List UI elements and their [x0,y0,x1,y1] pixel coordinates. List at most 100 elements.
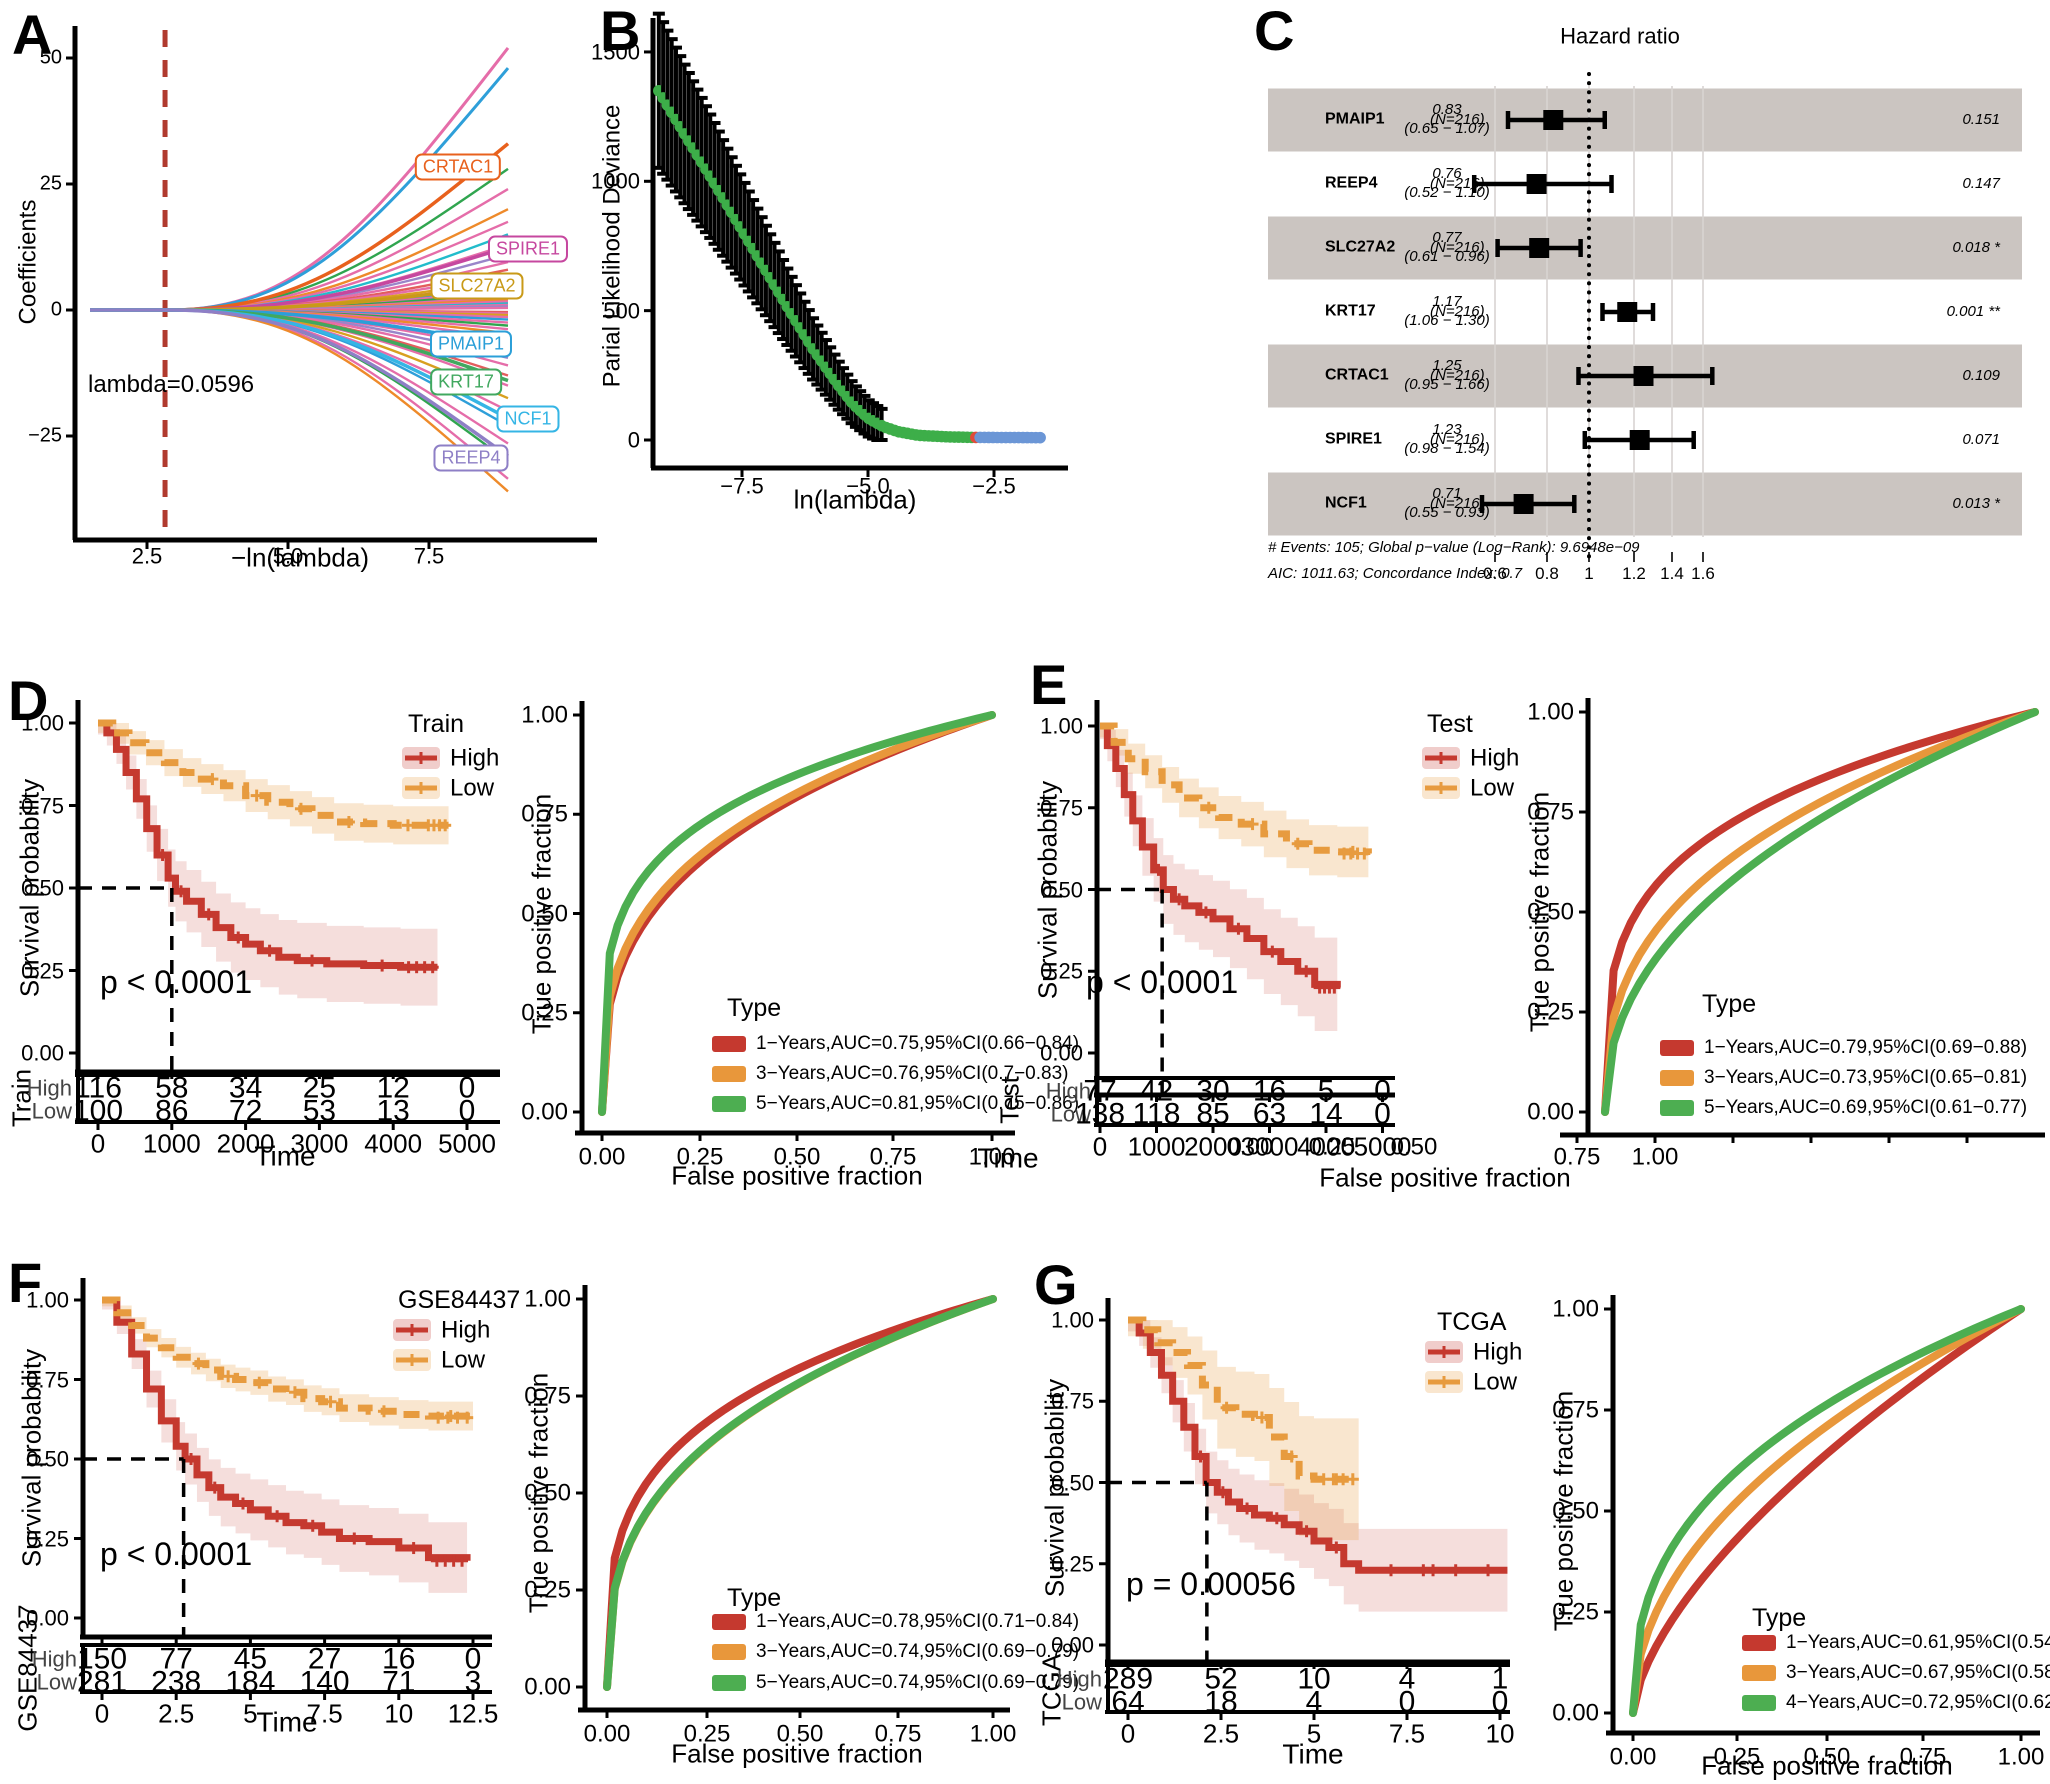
roc-curve [1601,708,2039,1116]
panelD-roc-legend-title: Type [727,993,782,1022]
forest-estimate: 1.25 [1432,357,1462,375]
roc-x-tick-label: 0.00 [578,1143,626,1171]
km-x-tick-label: 7.5 [1388,1718,1426,1749]
forest-ci: (0.95 − 1.66) [1404,376,1490,394]
risk-count: 77 [159,1642,193,1676]
forest-gene-name: CRTAC1 [1325,366,1389,384]
km-y-tick-label: 0.25 [1051,1551,1094,1577]
roc-legend-item-label: 3−Years,AUC=0.67,95%CI(0.58−0.76) [1786,1662,2050,1684]
risk-count: 0 [1491,1685,1509,1719]
roc-y-tick-label: 0.50 [521,899,568,927]
forest-pvalue: 0.013 * [1952,495,2000,513]
panel-letter-b: B [600,0,641,62]
km-x-tick-label: 0 [1092,1131,1108,1162]
roc-y-tick-label: 0.00 [521,1098,568,1126]
km-x-tick-label: 4000 [1297,1131,1355,1162]
panelB-y-axis-label: Parial Likelihood Deviance [598,104,626,388]
risk-count: 0 [458,1071,476,1105]
roc-x-tick-label: 0.75 [869,1143,917,1171]
gene-label-spire1: SPIRE1 [487,235,569,263]
forest-pvalue: 0.001 ** [1946,303,2000,321]
km-x-tick-label: 1000 [142,1128,201,1159]
km-y-tick-label: 0.25 [1040,958,1083,984]
km-y-tick-label: 0.50 [26,1446,69,1472]
risk-row-label: Low [31,1098,72,1124]
roc-legend-item-label: 5−Years,AUC=0.69,95%CI(0.61−0.77) [1704,1097,2028,1119]
panel-f-roc-plot [576,1285,1010,1718]
legend-swatch [712,1096,746,1112]
risk-count: 71 [382,1665,416,1699]
roc-y-tick-label: 1.00 [1552,1295,1599,1323]
km-legend-item-label: High [450,744,500,772]
risk-count: 77 [1083,1074,1117,1108]
forest-ci: (0.52 − 1.10) [1404,184,1490,202]
km-confidence-band [1128,1320,1359,1541]
roc-x-tick-label: 0.25 [683,1720,731,1748]
forest-n: (N=216) [1430,431,1485,449]
km-confidence-band [1128,1320,1508,1612]
roc-x-tick-label: 1.00 [969,1720,1017,1748]
roc-x-tick-label-offset: 0.25 [1308,1133,1356,1161]
forest-ci: (1.06 − 1.30) [1404,312,1490,330]
roc-curve [1629,1305,2025,1717]
risk-count: 3 [464,1665,482,1699]
legend-swatch [712,1036,746,1052]
risk-count: 30 [1196,1074,1230,1108]
km-legend-item-label: High [441,1316,491,1344]
forest-n: (N=216) [1430,239,1485,257]
gene-label-reep4: REEP4 [433,444,509,472]
km-confidence-band [102,1300,468,1597]
forest-estimate: 0.77 [1432,229,1462,247]
forest-n: (N=216) [1430,495,1485,513]
panelB-y-tick-label: 500 [603,298,640,324]
risk-count: 27 [307,1642,342,1676]
km-x-tick-label: 3000 [290,1128,349,1159]
risk-count: 64 [1111,1685,1145,1719]
panelC-x-tick-label: 1 [1584,564,1594,584]
panelG-roc-x-axis-label: False positive fraction [1701,1750,1953,1781]
roc-x-tick-label: 0.00 [1609,1743,1657,1771]
deviance-point [1034,431,1046,444]
panel-letter-f: F [8,1251,43,1314]
km-x-tick-label: 2000 [216,1128,275,1159]
panelC-x-tick-label: 0.6 [1483,564,1507,584]
km-x-tick-label: 0 [90,1128,106,1159]
forest-n: (N=216) [1430,303,1485,321]
roc-curve [1629,1305,2025,1717]
gene-label-krt17: KRT17 [430,368,502,396]
km-y-tick-label: 0.75 [21,792,64,818]
panelC-footer-aic: AIC: 1011.63; Concordance Index: 0.7 [1268,565,1523,582]
forest-gene-name: NCF1 [1325,494,1367,512]
forest-gene-name: KRT17 [1325,302,1376,320]
roc-x-tick-label: 1.00 [968,1143,1016,1171]
forest-ci: (0.61 − 0.96) [1404,248,1490,266]
roc-x-tick-label: 0.75 [1899,1743,1947,1771]
panel-g-km-plot [1099,1298,1510,1720]
risk-count: 85 [1196,1097,1230,1131]
risk-row-label: High [31,1646,77,1672]
hr-point-estimate [1543,110,1564,130]
legend-swatch [712,1644,746,1660]
hr-point-estimate [1633,366,1654,386]
km-x-tick-label: 12.5 [447,1698,499,1729]
forest-ci: (0.98 − 1.54) [1404,440,1490,458]
panelB-y-tick-label: 1500 [591,39,640,65]
panelD-roc-x-axis-label: False positive fraction [671,1160,923,1191]
legend-swatch [1742,1635,1776,1651]
km-x-tick-label: 5000 [438,1128,496,1159]
panelA-x-axis-label: −ln(lambda) [230,542,370,573]
panelA-y-tick-label: 0 [50,298,62,321]
panel-e-roc-plot [1560,698,2045,1143]
km-y-tick-label: 1.00 [1051,1307,1094,1333]
panel-letter-g: G [1034,1253,1078,1316]
forest-ci: (0.55 − 0.93) [1404,504,1490,522]
panelG-km-legend-title: TCGA [1437,1307,1507,1336]
risk-count: 14 [1309,1097,1343,1131]
km-legend-item-label: High [1470,744,1520,772]
risk-count: 1 [1491,1662,1509,1696]
panel-b-deviance-plot [644,11,1068,477]
risk-count: 116 [74,1071,122,1105]
km-y-tick-label: 0.00 [26,1605,69,1631]
roc-x-tick-label: 0.50 [1803,1743,1851,1771]
panelA-x-tick-label: 7.5 [413,543,445,569]
